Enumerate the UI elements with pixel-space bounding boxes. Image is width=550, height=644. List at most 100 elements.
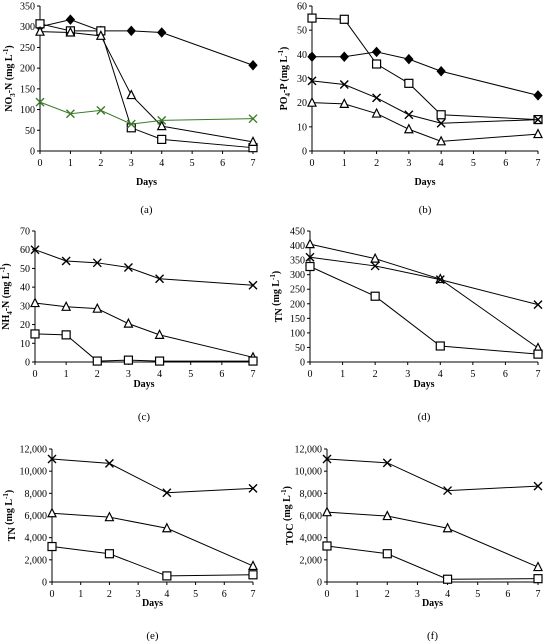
data-point-triangle <box>35 25 45 36</box>
series-diamond <box>35 14 258 71</box>
x-tick-label: 4 <box>164 589 169 600</box>
x-tick-label: 4 <box>157 369 162 380</box>
panel-caption: (f) <box>427 630 438 642</box>
series-line <box>312 51 539 96</box>
x-tick-label: 4 <box>445 589 450 600</box>
series-line <box>326 458 539 492</box>
data-point-triangle <box>339 98 350 108</box>
panel-caption: (b) <box>419 204 432 216</box>
data-point-triangle <box>305 238 315 249</box>
data-point-triangle <box>442 522 453 533</box>
data-point-x <box>35 97 45 107</box>
y-tick-label: 30 <box>20 301 30 312</box>
data-point-triangle <box>65 26 76 37</box>
data-point-square <box>123 355 134 365</box>
series-line <box>34 249 254 286</box>
series-triangle <box>305 238 543 353</box>
series-triangle <box>35 25 258 146</box>
series-line <box>39 23 254 149</box>
data-point-diamond <box>307 51 317 63</box>
data-point-triangle <box>533 561 543 572</box>
chart-panel-b: 0 10 20 30 40 50 60 0 1 2 3 4 5 6 7 Days PO4-P (mg L-1) (… <box>275 0 550 216</box>
data-point-square <box>371 59 382 69</box>
x-tick-label: 0 <box>310 158 315 169</box>
series-line <box>311 17 539 121</box>
series-line <box>34 333 253 362</box>
data-point-triangle <box>248 560 258 571</box>
data-point-square <box>442 574 453 584</box>
data-point-triangle <box>154 329 165 339</box>
x-tick-label: 1 <box>340 369 345 380</box>
data-point-triangle <box>370 252 381 263</box>
x-tick-label: 0 <box>308 369 313 380</box>
x-tick-label: 6 <box>503 369 508 380</box>
chart-c: 0 10 20 30 40 50 60 70 0 1 2 3 4 5 6 7 Days NH4-N (mg L-1… <box>0 227 258 423</box>
data-point-triangle <box>92 302 103 313</box>
series-triangle <box>30 297 258 362</box>
x-tick-label: 1 <box>78 589 83 600</box>
y-tick-label: 10 <box>20 339 30 350</box>
data-point-x <box>533 115 543 125</box>
x-axis-label: Days <box>142 598 163 609</box>
data-point-x <box>126 119 136 129</box>
series-triangle <box>322 506 543 572</box>
series-x <box>30 245 258 290</box>
data-point-x <box>123 262 133 272</box>
x-tick-label: 0 <box>38 158 43 169</box>
panel-caption: (a) <box>140 204 153 216</box>
y-tick-label: 2,000 <box>300 555 323 566</box>
data-point-x <box>248 280 258 290</box>
y-axis-label: TN (mg L-1) <box>269 271 285 322</box>
x-tick-label: 6 <box>503 158 508 169</box>
x-tick-label: 5 <box>188 369 193 380</box>
data-point-square <box>533 349 543 359</box>
data-point-square <box>61 330 71 340</box>
data-point-square <box>339 14 349 24</box>
data-point-x <box>533 300 543 310</box>
series-line <box>309 266 539 355</box>
x-tick-label: 0 <box>50 589 55 600</box>
data-point-square <box>157 134 167 144</box>
data-point-x <box>404 110 414 120</box>
y-tick-label: 8,000 <box>300 489 323 500</box>
data-point-square <box>382 549 392 559</box>
chart-panel-d: 0 50 100 150 200 250 300 350 400 450 0 1 2 3 4 5 6 7 Days T… <box>269 215 550 430</box>
series-x <box>47 454 258 498</box>
y-tick-label: 0 <box>42 578 47 589</box>
x-tick-label: 3 <box>406 158 411 169</box>
series-line <box>326 511 539 568</box>
x-tick-label: 1 <box>342 158 347 169</box>
x-tick-label: 5 <box>193 589 198 600</box>
data-point-triangle <box>533 128 543 139</box>
chart-e: 0 2,000 4,000 6,000 8,000 10,000 12,000 0 1 2 3 4 5 6… <box>2 445 258 642</box>
data-point-x <box>307 76 317 86</box>
x-tick-label: 6 <box>505 589 510 600</box>
series-x <box>305 252 543 310</box>
y-tick-label: 20 <box>297 98 307 109</box>
y-tick-label: 4,000 <box>300 533 323 544</box>
y-tick-label: 8,000 <box>25 489 48 500</box>
chart-a: 0 50 100 150 200 250 300 350 0 1 2 3 4 5 6 7 Days NO3-N (… <box>2 2 258 216</box>
series-x <box>307 76 543 128</box>
y-axis-label: PO4-P (mg L-1) <box>277 47 292 111</box>
y-tick-label: 0 <box>302 147 307 158</box>
data-point-x <box>96 105 106 115</box>
x-axis-label: Days <box>136 177 157 188</box>
x-tick-label: 3 <box>129 158 134 169</box>
data-point-diamond <box>157 27 167 38</box>
y-tick-label: 60 <box>20 245 30 256</box>
y-tick-label: 70 <box>20 227 30 238</box>
series-line <box>309 243 539 349</box>
data-point-diamond <box>436 65 446 77</box>
x-tick-label: 7 <box>536 158 541 169</box>
x-tick-label: 7 <box>536 589 541 600</box>
series-line <box>51 458 254 494</box>
data-point-triangle <box>307 96 317 107</box>
series-line <box>311 80 539 124</box>
series-line <box>51 546 254 577</box>
y-tick-label: 4,000 <box>25 533 48 544</box>
x-tick-label: 6 <box>220 158 225 169</box>
x-tick-label: 2 <box>373 369 378 380</box>
x-tick-label: 3 <box>136 589 141 600</box>
series-square <box>47 541 258 581</box>
